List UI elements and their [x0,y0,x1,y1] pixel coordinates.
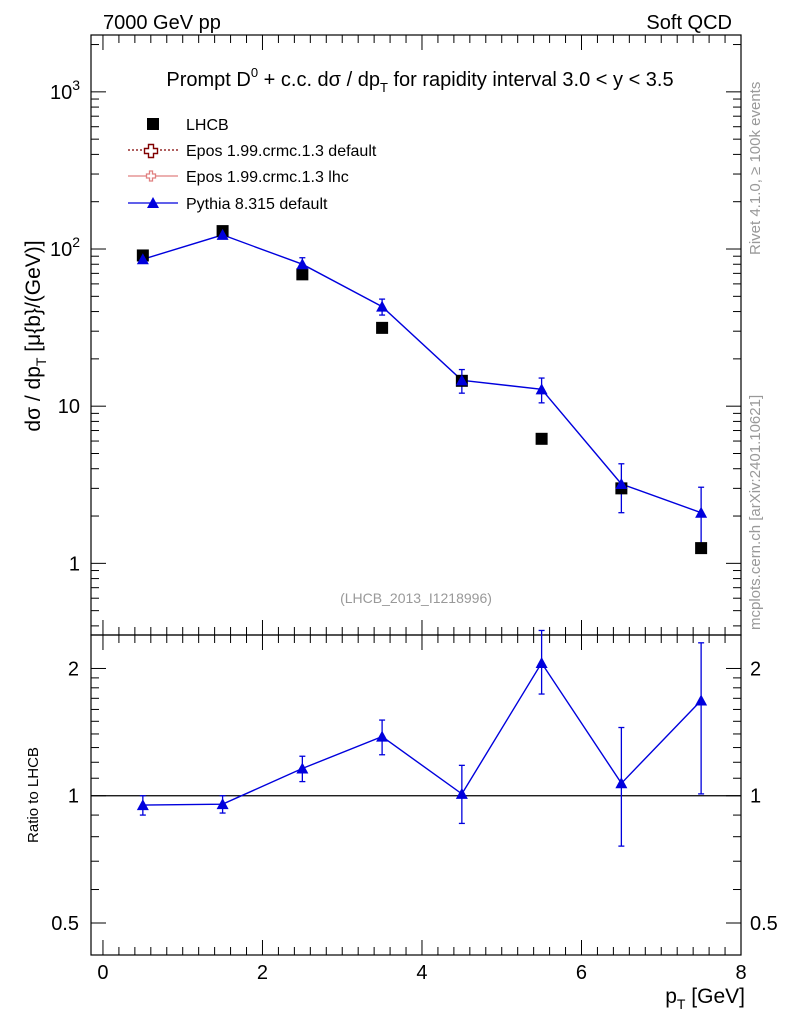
ratio-y-tick-label-right: 0.5 [750,913,778,935]
header-left: 7000 GeV pp [103,12,221,34]
main-axis-ticks [91,35,742,635]
mcplots-caption: mcplots.cern.ch [arXiv:2401.10621] [747,395,764,630]
legend-lhcb-label: LHCB [186,117,229,134]
legend-epos-default-label: Epos 1.99.crmc.1.3 default [186,143,377,160]
pythia-data-point [455,374,468,386]
ratio-data-point [296,762,309,774]
ratio-data-point [136,799,149,811]
legend-epos-lhc-marker [145,170,157,182]
ratio-y-tick-label-left: 2 [68,658,79,680]
lhcb-data-point [376,321,389,334]
ratio-y-tick-label-right: 2 [750,658,761,680]
ratio-y-tick-label-left: 0.5 [51,913,79,935]
ratio-data-point [535,657,548,669]
ratio-axis-ticks [91,635,742,955]
ratio-data-point [376,730,389,742]
lhcb-data-point [296,268,309,281]
main-y-tick-label: 10 [58,396,80,418]
ratio-data-point [216,798,229,810]
legend: LHCB Epos 1.99.crmc.1.3 default Epos 1.9… [128,117,377,213]
rivet-caption: Rivet 4.1.0, ≥ 100k events [747,82,764,255]
ratio-data-point [455,787,468,799]
ylabel-sub: T [33,357,49,366]
ratio-data-point [615,777,628,789]
legend-pythia-marker [147,197,159,208]
title-part-c: for rapidity interval 3.0 < y < 3.5 [388,69,674,91]
ylabel-part-b: [μ{b}/(GeV)] [22,240,45,357]
main-plot-marks [136,225,708,555]
pythia-data-point [216,228,229,240]
x-tick-label: 8 [735,962,746,984]
x-tick-label: 2 [257,962,268,984]
title-sub: T [380,80,388,95]
lhcb-data-point [535,432,548,445]
analysis-watermark: (LHCB_2013_I1218996) [340,590,492,606]
ratio-data-point [695,694,708,706]
title-sup: 0 [251,65,258,80]
legend-epos-default-marker [143,143,159,159]
pythia-series-line [142,234,702,514]
pythia-data-point [136,253,149,265]
xlabel-part-b: [GeV] [685,985,745,1008]
main-title: Prompt D0 + c.c. dσ / dpT for rapidity i… [166,65,673,95]
main-y-tick-labels: 1 10 102 103 [50,77,80,575]
xlabel-sub: T [677,996,686,1012]
legend-lhcb-marker [147,118,159,130]
x-tick-label: 4 [416,962,427,984]
ratio-tick-labels: 0.5 0.5 1 1 2 2 0 2 4 6 8 [51,658,778,984]
header-right: Soft QCD [646,12,732,34]
pythia-data-point [615,477,628,489]
title-part-a: Prompt D [166,69,250,91]
main-y-tick-label: 1 [69,553,80,575]
main-y-axis-label: dσ / dpT [μ{b}/(GeV)] [22,240,49,431]
pythia-data-point [695,506,708,518]
x-tick-label: 6 [576,962,587,984]
legend-pythia-label: Pythia 8.315 default [186,196,328,213]
x-tick-label: 0 [97,962,108,984]
ratio-y-tick-label-left: 1 [68,786,79,808]
ylabel-part-a: dσ / dp [22,366,45,432]
x-axis-label: pT [GeV] [665,985,745,1012]
legend-epos-lhc-label: Epos 1.99.crmc.1.3 lhc [186,169,349,186]
pythia-data-point [376,300,389,312]
ratio-panel: 0.5 0.5 1 1 2 2 0 2 4 6 8 Ratio to LHCB pT [GeV] [25,629,778,1012]
xlabel-part-a: p [665,985,677,1008]
pythia-data-point [535,383,548,395]
main-y-tick-label: 102 [50,234,80,261]
ratio-frame [90,634,742,956]
ratio-plot-marks [136,629,708,847]
pythia-data-point [296,258,309,270]
lhcb-data-point [695,542,708,555]
ratio-y-axis-label: Ratio to LHCB [25,747,42,843]
ratio-series-line [142,661,702,806]
ratio-y-tick-label-right: 1 [750,786,761,808]
title-part-b: + c.c. dσ / dp [258,69,380,91]
main-y-tick-label: 103 [50,77,80,104]
